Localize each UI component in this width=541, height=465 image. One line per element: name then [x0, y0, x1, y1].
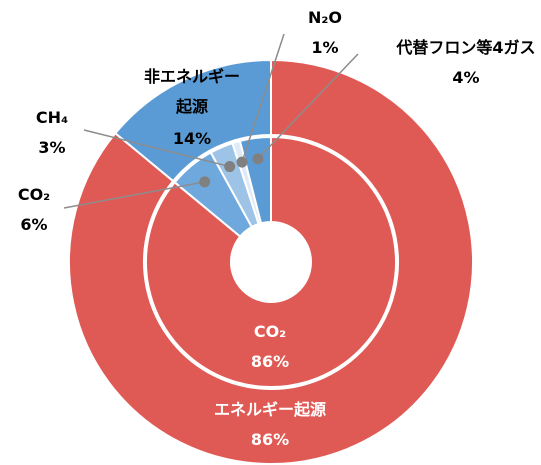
- category-label: 非エネルギー起源: [144, 67, 241, 116]
- donut-segment: [145, 135, 397, 388]
- value-label: 3%: [38, 138, 66, 157]
- leader-dot: [199, 176, 211, 188]
- leader-dot: [224, 161, 236, 173]
- category-label: 代替フロン等4ガス: [396, 38, 536, 57]
- value-label: 86%: [250, 352, 290, 371]
- value-label: 6%: [20, 215, 48, 234]
- leader-dot: [252, 153, 264, 165]
- donut-segment: [68, 58, 474, 465]
- leader-line: [63, 181, 205, 209]
- value-label: 1%: [311, 38, 339, 57]
- category-label: CO₂: [253, 322, 287, 341]
- category-label: N₂O: [308, 8, 342, 27]
- leader-line: [83, 129, 230, 168]
- category-label: CO₂: [17, 185, 51, 204]
- value-label: 14%: [172, 129, 212, 148]
- category-label: エネルギー起源: [213, 400, 326, 419]
- value-label: 4%: [452, 68, 480, 87]
- leader-dot: [236, 156, 248, 168]
- leader-line: [241, 33, 285, 163]
- leader-line: [257, 53, 359, 160]
- value-label: 86%: [250, 430, 290, 449]
- category-label: CH₄: [35, 108, 69, 127]
